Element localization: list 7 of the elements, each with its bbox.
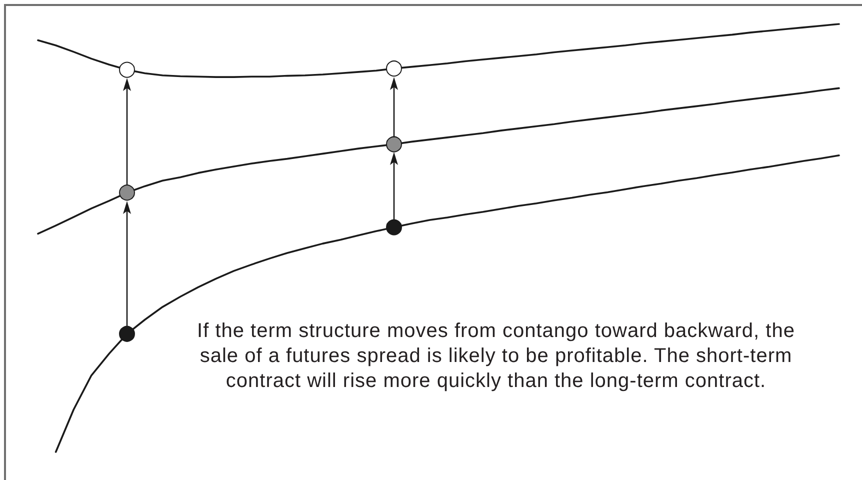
point [386, 136, 402, 152]
point [119, 326, 135, 342]
annotation: If the term structure moves from contango toward backward, the sale of a futures spread is likely to be profitable. The short-term contract will rise more quickly than the long-term contract. [196, 319, 796, 394]
point [386, 60, 402, 77]
point [119, 62, 135, 78]
point [386, 219, 402, 236]
point [119, 184, 135, 201]
